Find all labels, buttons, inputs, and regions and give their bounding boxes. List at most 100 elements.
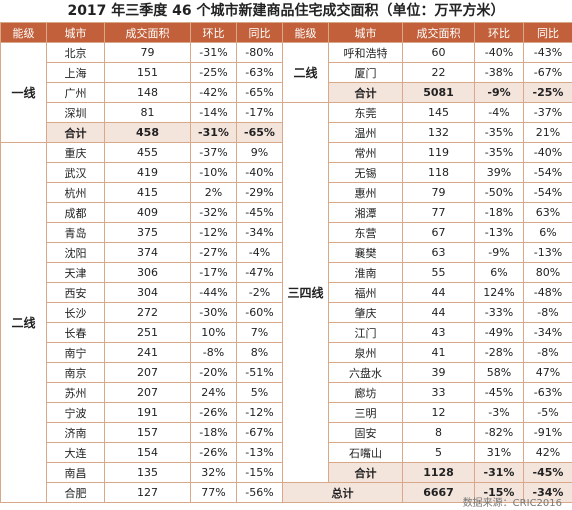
table-cell: -8% <box>523 342 572 363</box>
table-cell: 43 <box>402 322 475 343</box>
grand-total-cell: -34% <box>523 482 572 503</box>
table-cell: 79 <box>104 42 191 63</box>
table-cell: -82% <box>474 422 524 443</box>
table-cell: 132 <box>402 122 475 143</box>
table-cell: 118 <box>402 162 475 183</box>
table-cell: -54% <box>523 182 572 203</box>
table-cell: -26% <box>190 442 237 463</box>
table-cell: -50% <box>474 182 524 203</box>
table-cell: -49% <box>474 322 524 343</box>
table-cell: -5% <box>523 402 572 423</box>
table-cell: -80% <box>236 42 283 63</box>
table-cell: 304 <box>104 282 191 303</box>
table-cell: -13% <box>474 222 524 243</box>
table-cell: 154 <box>104 442 191 463</box>
header-cell: 城市 <box>328 22 403 43</box>
table-cell: 南京 <box>46 362 105 383</box>
table-cell: 39% <box>474 162 524 183</box>
table-cell: 石嘴山 <box>328 442 403 463</box>
table-cell: -35% <box>474 122 524 143</box>
table-cell: -14% <box>190 102 237 123</box>
table-cell: 西安 <box>46 282 105 303</box>
table-cell: 151 <box>104 62 191 83</box>
table-cell: 207 <box>104 362 191 383</box>
table-cell: -10% <box>190 162 237 183</box>
table-cell: 63% <box>523 202 572 223</box>
table-cell: 廊坊 <box>328 382 403 403</box>
table-cell: 济南 <box>46 422 105 443</box>
table-cell: -37% <box>190 142 237 163</box>
table-cell: 固安 <box>328 422 403 443</box>
table-cell: 6% <box>474 262 524 283</box>
table-cell: 成都 <box>46 202 105 223</box>
table-cell: -32% <box>190 202 237 223</box>
table-cell: -15% <box>236 462 283 483</box>
table-cell: 5 <box>402 442 475 463</box>
table-cell: 119 <box>402 142 475 163</box>
table-cell: 苏州 <box>46 382 105 403</box>
table-cell: 江门 <box>328 322 403 343</box>
table-cell: 241 <box>104 342 191 363</box>
table-cell: 青岛 <box>46 222 105 243</box>
table-cell: 东莞 <box>328 102 403 123</box>
table-cell: 淮南 <box>328 262 403 283</box>
table-cell: 145 <box>402 102 475 123</box>
table-cell: -31% <box>474 462 524 483</box>
table-cell: 无锡 <box>328 162 403 183</box>
table-cell: -45% <box>523 462 572 483</box>
table-cell: -27% <box>190 242 237 263</box>
table-row: 深圳 81 -14% -17% 三四线 东莞 145 -4% -37% <box>1 102 572 483</box>
table-cell: 合计 <box>46 122 105 143</box>
table-cell: 409 <box>104 202 191 223</box>
table-cell: 襄樊 <box>328 242 403 263</box>
table-row: 合肥 127 77% -56% 总计 6667 -15% -34% <box>1 482 572 503</box>
table-cell: -9% <box>474 242 524 263</box>
table-cell: 77% <box>190 482 237 503</box>
table-cell: 呼和浩特 <box>328 42 403 63</box>
table-cell: -44% <box>190 282 237 303</box>
table-row: 二线 重庆 455 -37% 9% 常州 119 -35% -40% <box>0 142 572 503</box>
table-cell: 北京 <box>46 42 105 63</box>
table-cell: 191 <box>104 402 191 423</box>
table-cell: -34% <box>523 322 572 343</box>
header-cell: 城市 <box>46 22 105 43</box>
table-row: 合计 458 -31% -65% 温州 132 -35% 21% <box>1 122 572 143</box>
table-cell: -40% <box>474 42 524 63</box>
table-cell: 二线 <box>0 142 47 503</box>
table-cell: 67 <box>402 222 475 243</box>
table-cell: 7% <box>236 322 283 343</box>
table-cell: 深圳 <box>46 102 105 123</box>
table-row: 杭州 415 2% -29% 惠州 79 -50% -54% <box>1 182 572 203</box>
table-cell: -47% <box>236 262 283 283</box>
table-cell: 惠州 <box>328 182 403 203</box>
table-cell: -42% <box>190 82 237 103</box>
table-cell: 重庆 <box>46 142 105 163</box>
table-cell: -31% <box>190 42 237 63</box>
table-cell: -45% <box>236 202 283 223</box>
table-cell: 合肥 <box>46 482 105 503</box>
table-cell: 455 <box>104 142 191 163</box>
table-cell: -43% <box>523 42 572 63</box>
table-cell: 31% <box>474 442 524 463</box>
table-row: 上海 151 -25% -63% 厦门 22 -38% -67% <box>1 62 572 83</box>
table-cell: -51% <box>236 362 283 383</box>
table-cell: -63% <box>523 382 572 403</box>
table-cell: 广州 <box>46 82 105 103</box>
table-cell: -26% <box>190 402 237 423</box>
table-cell: 长沙 <box>46 302 105 323</box>
header-cell: 能级 <box>282 22 329 43</box>
table-cell: -28% <box>474 342 524 363</box>
table-cell: 大连 <box>46 442 105 463</box>
table-cell: -33% <box>474 302 524 323</box>
header-cell: 能级 <box>0 22 47 43</box>
table-cell: -9% <box>474 82 524 103</box>
header-cell: 同比 <box>236 22 283 43</box>
table-cell: 157 <box>104 422 191 443</box>
table-cell: 8 <box>402 422 475 443</box>
table-cell: -63% <box>236 62 283 83</box>
table-cell: 22 <box>402 62 475 83</box>
table-cell: -30% <box>190 302 237 323</box>
table-cell: 375 <box>104 222 191 243</box>
table-cell: 2% <box>190 182 237 203</box>
table-cell: 306 <box>104 262 191 283</box>
